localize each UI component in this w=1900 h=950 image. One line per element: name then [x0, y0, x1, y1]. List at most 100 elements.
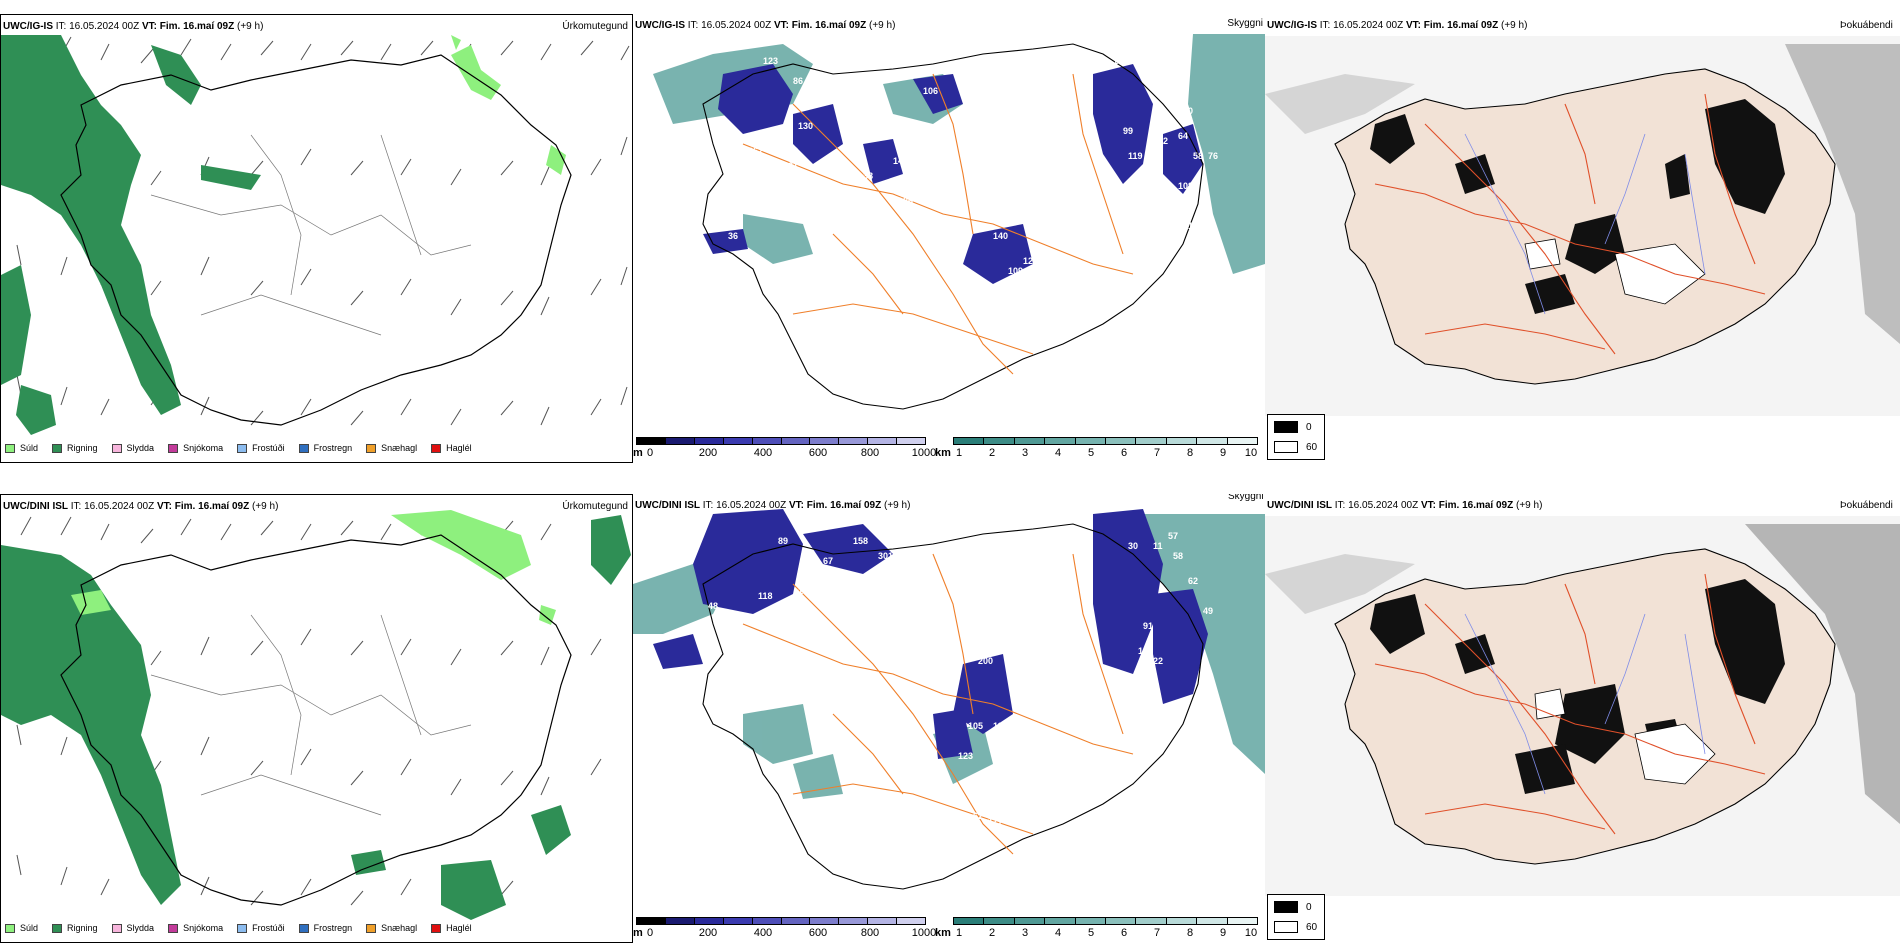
fog-indicator-panel-bottom: UWC/DINI ISL IT: 16.05.2024 00Z VT: Fim.…	[1265, 494, 1900, 943]
legend-swatch	[111, 923, 122, 933]
ceiling-tick: 800	[860, 447, 880, 459]
visibility-tick: 10	[1244, 927, 1258, 939]
ceiling-value-label: 220	[1188, 716, 1203, 726]
legend-swatch	[168, 443, 179, 453]
panel-header: UWC/DINI ISL IT: 16.05.2024 00Z VT: Fim.…	[3, 501, 279, 512]
river-network	[1464, 133, 1706, 315]
visibility-panel-bottom: UWC/DINI ISL IT: 16.05.2024 00Z VT: Fim.…	[633, 494, 1265, 943]
road-network	[742, 73, 1134, 375]
ceiling-value-label: 123	[958, 751, 973, 761]
ceiling-value-label: 11	[1153, 541, 1163, 551]
fog-map	[1265, 516, 1900, 896]
ceiling-value-label: 89	[778, 536, 788, 546]
ceiling-value-label: 200	[978, 656, 993, 666]
ceiling-value-label: 107	[798, 586, 813, 596]
ceiling-value-label: 262	[748, 146, 763, 156]
legend-swatch	[237, 443, 248, 453]
visibility-tick: 1	[955, 447, 963, 459]
ceiling-tick: 400	[753, 927, 773, 939]
panel-title: Úrkomutegund	[562, 21, 628, 32]
visibility-tick: 8	[1186, 927, 1194, 939]
ceiling-colorbar: m 0 200 400 600 800 1000	[633, 917, 936, 941]
panel-header: UWC/IG-IS IT: 16.05.2024 00Z VT: Fim. 16…	[3, 21, 264, 32]
legend-swatch	[366, 443, 377, 453]
panel-header: UWC/IG-IS IT: 16.05.2024 00Z VT: Fim. 16…	[1267, 20, 1528, 31]
ceiling-colorbar-bar	[636, 437, 926, 445]
ceiling-unit: m	[633, 927, 643, 939]
visibility-map: 123 86 66 262 158 130 181 106 38 144 128 186 99 119 12…	[653, 34, 1265, 410]
precip-type-legend: Súld Rigning Slydda Snjókoma Frostúði Fr…	[5, 923, 486, 933]
legend-swatch	[52, 923, 63, 933]
precip-map	[1, 510, 631, 920]
ceiling-value-label: 49	[1203, 606, 1213, 616]
ceiling-value-label: 30	[1128, 541, 1138, 551]
ceiling-value-label: 40	[743, 691, 753, 701]
ceiling-value-label: 36	[728, 231, 738, 241]
ceiling-value-label: 140	[808, 361, 823, 371]
legend-swatch	[52, 443, 63, 453]
visibility-tick: 5	[1087, 927, 1095, 939]
ceiling-value-label: 57	[1168, 531, 1178, 541]
drizzle-areas	[451, 35, 566, 175]
fog-legend: 0 60	[1267, 414, 1325, 460]
ceiling-value-label: 106	[923, 86, 938, 96]
ceiling-value-labels: 89 140 107 158 67 301 48 118 185 79 40 200 105 115 123…	[708, 531, 1213, 826]
ceiling-value-label: 186	[898, 196, 913, 206]
fog-dark-areas	[1370, 99, 1785, 314]
road-network	[1374, 573, 1766, 835]
ceiling-tick: 0	[646, 447, 654, 459]
visibility-tick: 7	[1153, 447, 1161, 459]
visibility-tick: 4	[1054, 927, 1062, 939]
panel-title: Skyggni	[1228, 494, 1264, 502]
visibility-unit: km	[935, 927, 951, 939]
ceiling-tick: 200	[698, 927, 718, 939]
rivers-roads	[150, 614, 472, 816]
ceiling-value-label: 158	[853, 536, 868, 546]
ceiling-value-label: 118	[758, 591, 773, 601]
legend-swatch	[298, 923, 309, 933]
rain-areas	[1, 515, 631, 920]
ceiling-value-label: 119	[1128, 151, 1143, 161]
ceiling-value-label: 66	[703, 166, 713, 176]
ceiling-value-label: 122	[1148, 656, 1163, 666]
ceiling-value-labels: 123 86 66 262 158 130 181 106 38 144 128 186 99 119 12…	[703, 56, 1218, 371]
visibility-tick: 4	[1054, 447, 1062, 459]
visibility-tick: 1	[955, 927, 963, 939]
fog-legend: 0 60	[1267, 894, 1325, 940]
visibility-panel-top: UWC/IG-IS IT: 16.05.2024 00Z VT: Fim. 16…	[633, 14, 1265, 463]
ceiling-value-label: 76	[1208, 151, 1218, 161]
ceiling-value-label: 122	[1153, 136, 1168, 146]
visibility-colorbar: km 1 2 3 4 5 6 7 8 9 10	[935, 917, 1263, 941]
precip-map	[1, 35, 630, 435]
visibility-colorbar-bar	[953, 437, 1258, 445]
panel-title: Skyggni	[1227, 18, 1263, 29]
legend-swatch	[111, 443, 122, 453]
visibility-tick: 9	[1219, 447, 1227, 459]
legend-swatch	[5, 443, 15, 453]
ceiling-value-label: 91	[1143, 621, 1153, 631]
ceiling-value-label: 127	[988, 816, 1003, 826]
river-network	[1464, 613, 1706, 795]
ceiling-tick: 800	[860, 927, 880, 939]
visibility-map: 89 140 107 158 67 301 48 118 185 79 40 200 105 115 123…	[633, 509, 1265, 890]
visibility-tick: 6	[1120, 927, 1128, 939]
ceiling-colorbar: m 0 200 400 600 800 1000	[633, 437, 936, 461]
ceiling-tick: 0	[646, 927, 654, 939]
ceiling-value-label: 67	[823, 556, 833, 566]
visibility-colorbar-bar	[953, 917, 1258, 925]
ceiling-value-label: 181	[783, 161, 798, 171]
ceiling-value-label: 115	[993, 721, 1008, 731]
ceiling-value-label: 140	[803, 566, 818, 576]
ceiling-value-label: 185	[763, 656, 778, 666]
ceiling-value-label: 95	[1123, 681, 1133, 691]
legend-swatch	[298, 443, 309, 453]
ceiling-value-label: 15	[1113, 56, 1123, 66]
panel-header: UWC/DINI ISL IT: 16.05.2024 00Z VT: Fim.…	[1267, 500, 1543, 511]
fog-legend-swatch	[1274, 921, 1298, 933]
ceiling-value-label: 301	[878, 551, 893, 561]
ceiling-value-label: 130	[1138, 721, 1153, 731]
ceiling-value-label: 58	[1193, 151, 1203, 161]
ceiling-value-label: 62	[1188, 576, 1198, 586]
iceland-coastline	[60, 54, 572, 426]
ceiling-tick: 600	[808, 447, 828, 459]
